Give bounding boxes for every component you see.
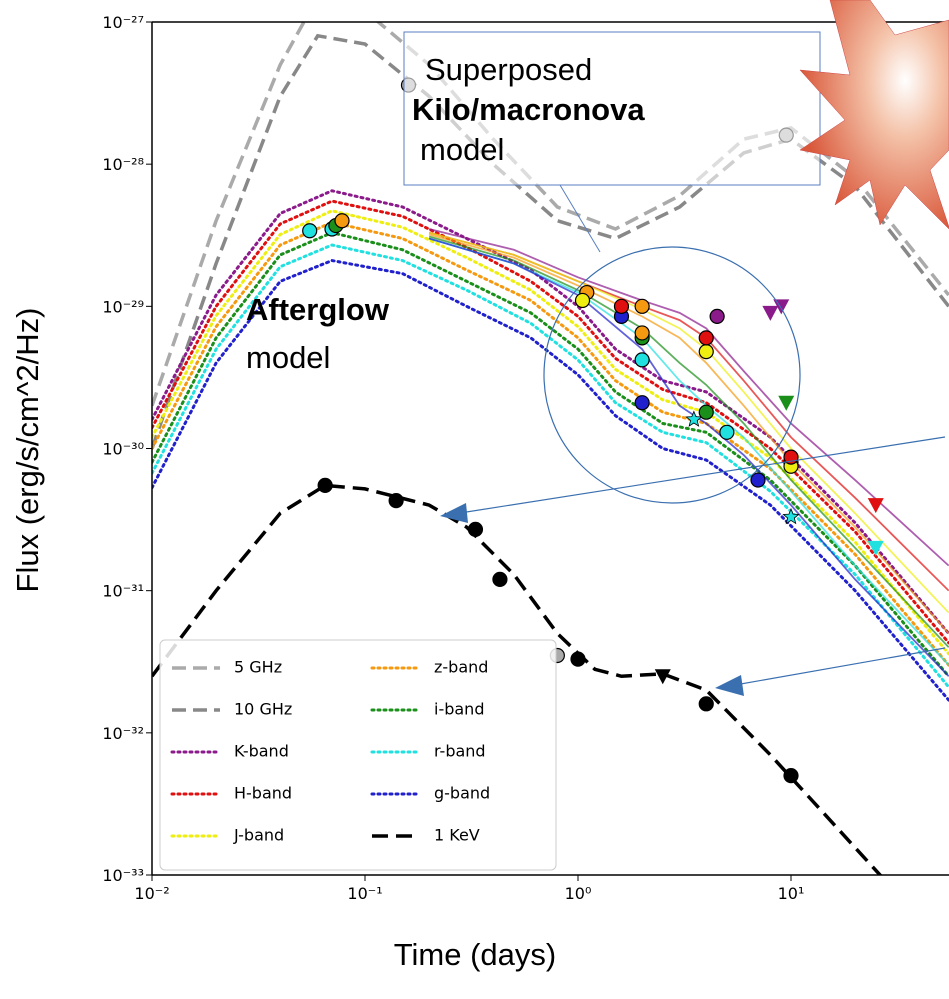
data-point — [613, 298, 630, 314]
kilonova-curve — [428, 228, 949, 567]
data-point — [698, 344, 714, 360]
data-point — [698, 330, 714, 346]
kilonova-curve — [428, 237, 949, 677]
legend — [159, 639, 557, 871]
data-point — [685, 410, 703, 427]
y-tick-label: 10⁻³³ — [102, 866, 144, 885]
model-curve — [152, 199, 949, 645]
annotation-box — [403, 31, 821, 186]
upper-limit — [778, 395, 795, 411]
x-tick-label: 10⁻¹ — [347, 884, 382, 903]
data-point — [302, 223, 318, 239]
data-point — [388, 493, 404, 509]
y-tick-label: 10⁻³⁰ — [102, 440, 144, 459]
data-point — [634, 395, 650, 411]
data-point — [634, 352, 650, 368]
legend-label: r-band — [434, 742, 486, 761]
upper-limit — [762, 305, 779, 321]
y-tick-label: 10⁻²⁹ — [102, 297, 144, 316]
upper-limit — [867, 540, 884, 556]
annotation: model — [420, 132, 504, 167]
arrow — [734, 647, 946, 686]
data-point — [634, 325, 650, 341]
burst-icon — [799, 0, 949, 230]
kilonova-curve — [428, 231, 949, 614]
x-axis-label: Time (days) — [394, 937, 556, 972]
data-point — [317, 477, 333, 494]
legend-label: g-band — [434, 784, 490, 803]
x-tick-label: 10¹ — [778, 884, 805, 903]
model-curve — [152, 483, 883, 875]
data-point — [574, 292, 591, 309]
data-point — [334, 213, 350, 229]
legend-label: i-band — [434, 700, 484, 719]
annotation: Superposed — [425, 52, 592, 87]
data-point — [782, 507, 800, 525]
legend-label: 1 KeV — [434, 826, 480, 845]
x-tick-label: 10⁻² — [134, 884, 169, 903]
y-axis-label: Flux (erg/s/cm^2/Hz) — [10, 308, 45, 593]
annotation: model — [246, 340, 330, 375]
legend-label: 5 GHz — [234, 658, 282, 677]
arrowhead — [715, 675, 744, 696]
x-tick-label: 10⁰ — [565, 884, 592, 903]
data-point — [750, 472, 766, 488]
data-point — [783, 768, 799, 784]
model-curve — [152, 209, 949, 656]
upper-limit — [867, 498, 884, 514]
legend-label: 10 GHz — [234, 700, 292, 719]
kilonova-curve — [428, 237, 949, 666]
data-point — [698, 404, 714, 420]
connector — [559, 184, 601, 253]
y-tick-label: 10⁻³¹ — [102, 582, 144, 601]
plot-area — [152, 22, 949, 875]
legend-label: J-band — [233, 826, 284, 845]
data-point — [698, 696, 714, 712]
ticks: 10⁻² 10⁻¹ 10⁰ 10¹ 10⁻³³ 10⁻³² 10⁻³¹ 10⁻³⁰ 10⁻²⁹ 1… — [102, 13, 804, 903]
arrow — [459, 436, 946, 514]
y-tick-label: 10⁻²⁸ — [102, 155, 144, 174]
legend-items: 5 GHz 10 GHz K-band H-band J-band z-band i-ban… — [170, 658, 490, 845]
data-point — [634, 298, 650, 314]
model-curve — [152, 258, 949, 702]
data-point — [719, 424, 735, 440]
legend-label: H-band — [234, 784, 292, 803]
legend-label: K-band — [234, 742, 289, 761]
highlight-circle — [543, 246, 801, 504]
data-point — [570, 651, 586, 667]
model-curve — [152, 189, 949, 635]
upper-limit — [654, 669, 671, 685]
data-point — [467, 521, 484, 537]
y-tick-label: 10⁻²⁷ — [102, 13, 144, 32]
kilonova-curve — [428, 233, 949, 635]
model-curve — [152, 220, 949, 667]
data-point — [709, 308, 725, 324]
arrowhead — [440, 503, 468, 523]
kilonova-curve — [428, 235, 949, 648]
legend-label: z-band — [434, 658, 488, 677]
data-point — [492, 571, 508, 588]
annotation: Kilo/macronova — [412, 92, 645, 127]
y-tick-label: 10⁻³² — [102, 724, 144, 743]
annotation: Afterglow — [246, 292, 390, 327]
